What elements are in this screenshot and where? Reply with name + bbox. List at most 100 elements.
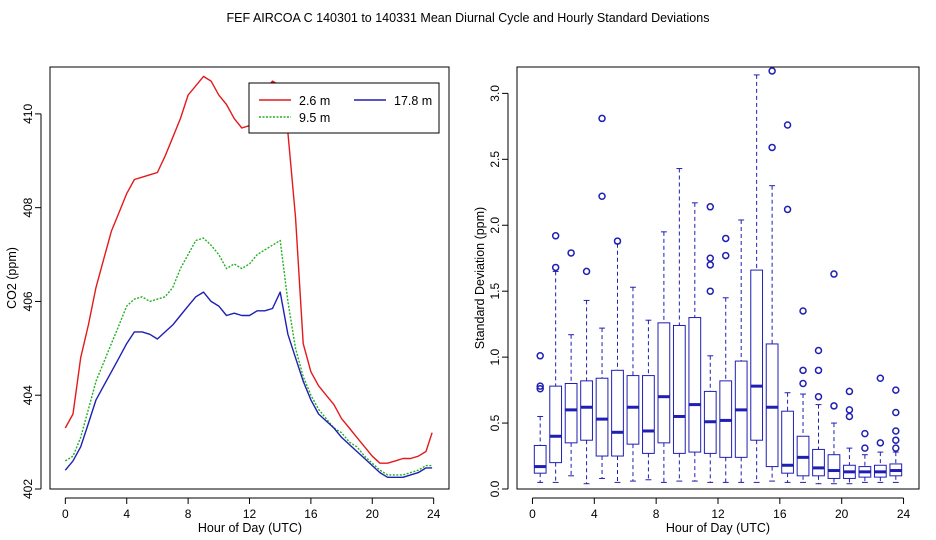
diurnal-x-tick-label: 4 <box>123 507 130 521</box>
legend-label-9-5m: 9.5 m <box>299 111 330 125</box>
series-line-2-6-m <box>64 75 433 464</box>
box-hour-6.5 <box>626 286 640 482</box>
diurnal-x-tick-label: 16 <box>304 507 318 521</box>
box-hour-18.5 <box>812 346 825 485</box>
std-dev-y-tick-label: 3.0 <box>488 85 502 102</box>
box-outlier <box>706 261 715 269</box>
diurnal-y-tick-label: 404 <box>21 385 35 405</box>
std-dev-y-axis-label: Standard Deviation (ppm) <box>473 207 487 349</box>
box-outlier <box>598 192 606 200</box>
box-iqr <box>672 324 686 454</box>
box-hour-7.5 <box>642 319 655 481</box>
box-iqr <box>827 454 841 479</box>
diurnal-x-tick-label: 12 <box>243 507 257 521</box>
diurnal-x-tick-label: 20 <box>366 507 380 521</box>
box-iqr <box>781 410 794 474</box>
diurnal-x-tick-label: 8 <box>185 507 192 521</box>
box-outlier <box>783 205 792 214</box>
box-iqr <box>626 375 640 445</box>
box-hour-13.5 <box>734 219 748 483</box>
box-iqr <box>657 322 671 444</box>
box-outlier <box>814 346 823 355</box>
box-outlier <box>892 436 900 444</box>
std-dev-y-tick-label: 0.0 <box>488 480 502 497</box>
box-outlier <box>892 386 900 394</box>
box-outlier <box>613 237 622 245</box>
box-hour-12.5 <box>719 234 733 483</box>
std-dev-y-tick-label: 1.5 <box>488 283 502 300</box>
box-hour-17.5 <box>796 307 810 483</box>
box-iqr <box>564 383 578 444</box>
legend: 2.6 m 9.5 m 17.8 m <box>248 82 440 134</box>
box-hour-10.5 <box>688 202 702 482</box>
box-hour-20.5 <box>843 387 856 485</box>
box-hour-5.5 <box>611 237 624 483</box>
box-hour-3.5 <box>580 267 593 485</box>
box-hour-16.5 <box>781 121 794 483</box>
box-outlier <box>551 263 560 272</box>
box-hour-23.5 <box>889 386 903 483</box>
box-outlier <box>582 267 591 276</box>
diurnal-y-tick-label: 408 <box>21 197 35 217</box>
std-dev-x-tick-label: 24 <box>897 507 911 521</box>
box-outlier <box>861 429 869 438</box>
std-dev-x-tick-label: 16 <box>773 507 787 521</box>
box-hour-0.5 <box>533 352 547 483</box>
box-outlier <box>892 427 900 435</box>
box-outlier <box>721 251 730 260</box>
std-dev-x-axis-label: Hour of Day (UTC) <box>666 521 770 535</box>
box-iqr <box>765 343 779 468</box>
box-outlier <box>783 121 792 129</box>
std-dev-boxes <box>533 67 903 485</box>
box-hour-14.5 <box>750 74 764 483</box>
std-dev-x-tick-label: 4 <box>591 507 598 521</box>
box-outlier <box>706 203 715 211</box>
box-hour-8.5 <box>657 231 671 483</box>
box-outlier <box>721 234 730 243</box>
box-outlier <box>706 254 715 262</box>
std-dev-y-tick-label: 0.5 <box>488 414 502 431</box>
diurnal-cycle-panel: 0 4 8 12 16 20 24 402 404 406 408 410 Hour of Day (… <box>5 66 450 535</box>
box-outlier <box>706 287 715 295</box>
box-outlier <box>799 366 807 375</box>
box-hour-11.5 <box>703 203 717 483</box>
box-outlier <box>892 408 900 417</box>
box-outlier <box>861 444 869 452</box>
box-outlier <box>536 352 544 360</box>
legend-label-2-6m: 2.6 m <box>299 94 330 108</box>
box-hour-9.5 <box>672 168 686 482</box>
diurnal-y-tick-label: 410 <box>21 104 35 124</box>
diurnal-series-lines <box>64 75 433 478</box>
box-outlier <box>768 143 776 152</box>
legend-label-17-8m: 17.8 m <box>394 94 432 108</box>
box-hour-1.5 <box>549 232 563 483</box>
box-outlier <box>876 439 885 447</box>
box-outlier <box>536 385 544 393</box>
box-hour-22.5 <box>873 374 887 483</box>
box-iqr <box>750 269 764 441</box>
box-outlier <box>799 307 807 315</box>
box-hour-19.5 <box>827 270 841 485</box>
figure-title: FEF AIRCOA C 140301 to 140331 Mean Diurn… <box>227 11 710 25</box>
std-dev-axes: 0 4 8 12 16 20 24 0.0 0.5 1.0 1.5 2.0 2.5 3.0 <box>488 85 911 521</box>
diurnal-axes: 0 4 8 12 16 20 24 402 404 406 408 410 <box>21 104 441 521</box>
box-iqr <box>812 448 825 477</box>
box-outlier <box>892 444 900 452</box>
diurnal-y-axis-label: CO2 (ppm) <box>5 247 19 309</box>
box-iqr <box>688 317 702 453</box>
box-outlier <box>845 412 854 421</box>
std-dev-y-tick-label: 1.0 <box>488 348 502 365</box>
diurnal-y-tick-label: 402 <box>21 479 35 499</box>
box-outlier <box>845 387 854 396</box>
diurnal-y-tick-label: 406 <box>21 291 35 311</box>
box-outlier <box>768 67 776 75</box>
diurnal-plot-frame <box>49 66 450 490</box>
series-line-9-5-m <box>64 237 433 476</box>
std-dev-x-tick-label: 0 <box>529 507 536 521</box>
diurnal-x-axis-label: Hour of Day (UTC) <box>198 521 302 535</box>
box-iqr <box>595 377 609 457</box>
box-outlier <box>551 232 560 240</box>
box-outlier <box>814 392 823 401</box>
std-dev-x-tick-label: 12 <box>711 507 725 521</box>
